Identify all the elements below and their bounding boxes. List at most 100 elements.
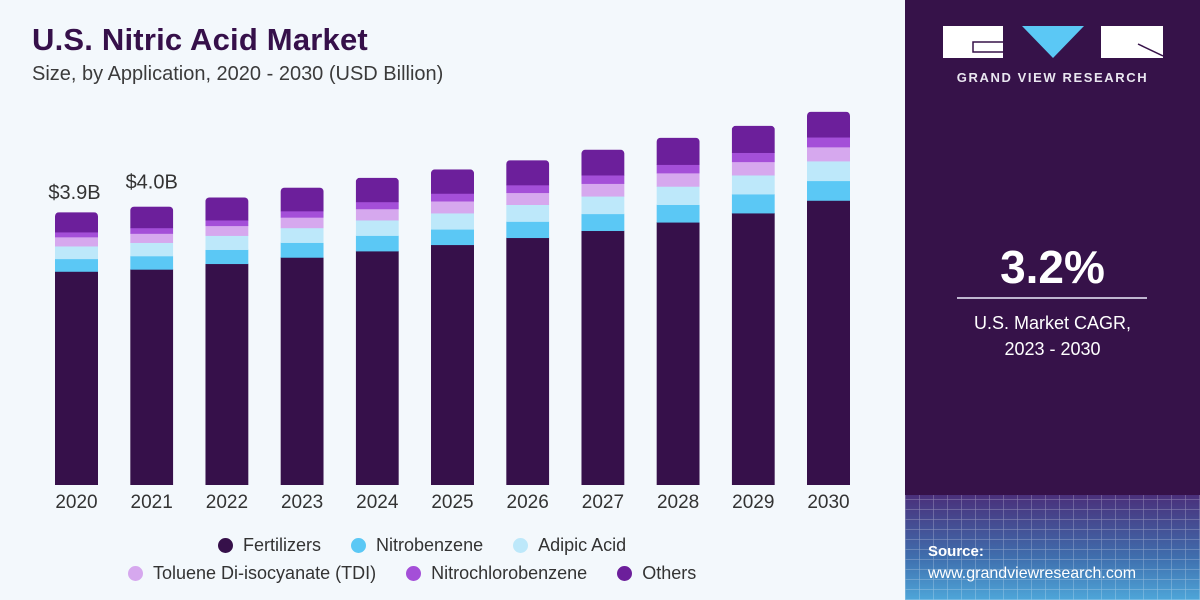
bar-segment-fertilizers-2025	[431, 244, 474, 485]
bar-segment-adipic-acid-2023	[280, 227, 324, 243]
bar-segment-nitrochlorobenzene-2021	[130, 227, 174, 234]
logo-triangle-icon	[1022, 26, 1084, 58]
gvr-logo	[943, 26, 1163, 58]
x-tick-label: 2028	[657, 492, 699, 513]
bar-stack-2026	[506, 160, 550, 485]
bar-segment-adipic-acid-2025	[431, 212, 474, 230]
source-label: Source:	[928, 543, 984, 560]
legend-label: Adipic Acid	[538, 535, 627, 555]
bar-segment-toluene-di-isocyanate-tdi-2027	[581, 183, 625, 197]
x-tick-label: 2025	[431, 492, 473, 513]
cagr-label: U.S. Market CAGR, 2023 - 2030	[905, 310, 1200, 362]
legend-swatch-icon	[351, 538, 367, 553]
chart-subtitle: Size, by Application, 2020 - 2030 (USD B…	[32, 63, 444, 85]
bar-segment-fertilizers-2030	[807, 200, 850, 485]
bar-segment-toluene-di-isocyanate-tdi-2030	[807, 146, 850, 162]
legend-item: Nitrobenzene	[351, 535, 483, 556]
bar-stack-2021	[130, 206, 174, 485]
bar-segment-nitrochlorobenzene-2028	[656, 164, 700, 174]
legend-swatch-icon	[128, 566, 143, 581]
bar-stack-2027	[581, 149, 625, 485]
bar-segment-adipic-acid-2021	[130, 242, 174, 257]
bar-segment-toluene-di-isocyanate-tdi-2022	[205, 225, 249, 236]
legend-label: Nitrochlorobenzene	[431, 563, 588, 583]
bar-stack-2024	[355, 177, 399, 485]
bar-segment-nitrochlorobenzene-2020	[55, 231, 98, 238]
legend-swatch-icon	[617, 566, 633, 581]
bar-segment-others-2020	[55, 212, 98, 233]
bar-stack-2028	[656, 137, 700, 485]
bar-segment-fertilizers-2021	[130, 269, 174, 485]
bar-stack-2030	[807, 111, 850, 485]
legend-swatch-icon	[406, 566, 422, 581]
bar-segment-toluene-di-isocyanate-tdi-2028	[656, 172, 700, 187]
cagr-divider	[957, 297, 1147, 299]
cagr-label-line2: 2023 - 2030	[1004, 339, 1101, 359]
bar-segment-nitrochlorobenzene-2026	[506, 184, 550, 194]
bar-segment-nitrochlorobenzene-2024	[355, 201, 399, 210]
logo-g-block-icon	[943, 26, 1003, 58]
bar-segment-nitrobenzene-2021	[130, 255, 174, 270]
bar-segment-fertilizers-2029	[731, 212, 775, 485]
grid-background	[905, 495, 1200, 600]
bar-segment-others-2028	[656, 137, 700, 165]
bar-segment-others-2021	[130, 206, 174, 229]
data-label-2020: $3.9B	[48, 182, 100, 204]
bar-segment-toluene-di-isocyanate-tdi-2024	[355, 208, 399, 221]
bar-segment-fertilizers-2020	[55, 271, 98, 485]
bar-segment-others-2023	[280, 187, 324, 212]
legend-label: Toluene Di-isocyanate (TDI)	[153, 563, 377, 583]
bar-segment-nitrobenzene-2023	[280, 242, 324, 258]
brand-name: GRAND VIEW RESEARCH	[956, 70, 1149, 85]
legend-item: Fertilizers	[218, 535, 321, 556]
x-tick-label: 2022	[206, 492, 248, 513]
bar-segment-nitrochlorobenzene-2029	[731, 152, 775, 163]
bar-segment-toluene-di-isocyanate-tdi-2029	[731, 161, 775, 176]
bar-segment-nitrochlorobenzene-2022	[205, 219, 249, 227]
legend-swatch-icon	[218, 538, 233, 553]
x-tick-label: 2026	[507, 492, 549, 513]
stacked-bar-chart: 2020 $3.9B 2021 $4.0B 2022 2023 2024 2025 2026 20…	[48, 111, 850, 513]
bar-segment-nitrochlorobenzene-2025	[431, 193, 474, 202]
bar-segment-others-2026	[506, 160, 550, 186]
x-tick-label: 2029	[732, 492, 774, 513]
cagr-value: 3.2%	[1000, 241, 1105, 293]
bar-segment-others-2029	[731, 125, 775, 153]
legend-swatch-icon	[513, 538, 529, 553]
x-tick-label: 2023	[281, 492, 323, 513]
x-tick-label: 2027	[582, 492, 624, 513]
chart-title: U.S. Nitric Acid Market	[32, 22, 368, 57]
bar-segment-toluene-di-isocyanate-tdi-2026	[506, 192, 550, 206]
bar-segment-adipic-acid-2026	[506, 204, 550, 222]
x-tick-label: 2030	[807, 492, 849, 513]
bar-segment-others-2025	[431, 169, 474, 194]
bar-segment-nitrochlorobenzene-2027	[581, 174, 625, 184]
bar-segment-toluene-di-isocyanate-tdi-2020	[55, 236, 98, 247]
bar-segment-adipic-acid-2030	[807, 160, 850, 182]
legend-label: Nitrobenzene	[376, 535, 484, 555]
bar-stack-2023	[280, 187, 324, 485]
cagr-label-line1: U.S. Market CAGR,	[973, 313, 1132, 333]
x-tick-label: 2021	[131, 492, 173, 513]
legend-row: Toluene Di-isocyanate (TDI) Nitrochlorobe…	[128, 563, 726, 584]
bar-segment-fertilizers-2026	[506, 237, 550, 485]
bar-segment-others-2030	[807, 111, 850, 138]
bar-segment-nitrobenzene-2026	[506, 221, 550, 239]
bar-segment-toluene-di-isocyanate-tdi-2025	[431, 200, 474, 214]
legend-label: Fertilizers	[243, 535, 322, 555]
bar-segment-nitrobenzene-2025	[431, 229, 474, 246]
bar-segment-nitrochlorobenzene-2030	[807, 137, 850, 148]
bar-stack-2020	[55, 212, 98, 485]
bar-segment-fertilizers-2024	[355, 250, 399, 485]
legend-row: Fertilizers Nitrobenzene Adipic Acid	[218, 535, 656, 556]
logo-r-block-icon	[1101, 26, 1163, 58]
grid-pattern	[905, 495, 1200, 600]
bar-segment-nitrobenzene-2027	[581, 213, 625, 232]
source-link[interactable]: www.grandviewresearch.com	[928, 565, 1137, 582]
bar-segment-toluene-di-isocyanate-tdi-2023	[280, 217, 324, 229]
bar-segment-adipic-acid-2028	[656, 186, 700, 206]
bar-segment-nitrobenzene-2029	[731, 193, 775, 214]
sidebar-panel: GRAND VIEW RESEARCH 3.2% U.S. Market CAG…	[905, 0, 1200, 600]
bar-segment-nitrobenzene-2024	[355, 235, 399, 252]
bar-stack-2022	[205, 197, 249, 485]
